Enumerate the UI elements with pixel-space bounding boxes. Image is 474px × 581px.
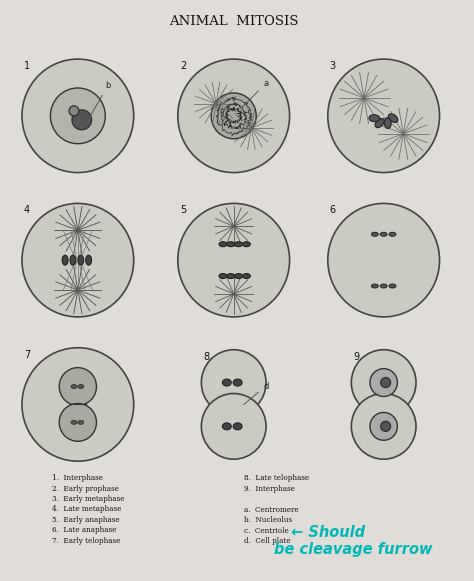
Circle shape — [201, 350, 266, 415]
Ellipse shape — [233, 423, 242, 430]
Ellipse shape — [375, 119, 384, 128]
Circle shape — [59, 403, 97, 442]
Ellipse shape — [372, 232, 378, 236]
Ellipse shape — [222, 379, 231, 386]
Circle shape — [69, 106, 79, 116]
Text: b.  Nucleolus: b. Nucleolus — [245, 517, 292, 525]
Ellipse shape — [243, 242, 250, 247]
Text: 3: 3 — [330, 61, 336, 71]
Text: 7.  Early telophase: 7. Early telophase — [52, 537, 121, 545]
Text: 4: 4 — [24, 206, 30, 216]
Ellipse shape — [243, 274, 250, 278]
Text: a: a — [242, 79, 268, 108]
Ellipse shape — [62, 255, 68, 265]
Text: 1.  Interphase: 1. Interphase — [52, 474, 103, 482]
Circle shape — [370, 413, 397, 440]
Circle shape — [22, 203, 134, 317]
Ellipse shape — [71, 385, 77, 389]
Ellipse shape — [78, 421, 84, 424]
Text: 3.  Early metaphase: 3. Early metaphase — [52, 495, 125, 503]
Circle shape — [22, 347, 134, 461]
Ellipse shape — [389, 232, 396, 236]
Ellipse shape — [372, 284, 378, 288]
Ellipse shape — [78, 255, 84, 265]
Ellipse shape — [86, 255, 91, 265]
Ellipse shape — [219, 242, 227, 247]
Text: 8: 8 — [203, 352, 210, 362]
Text: 1: 1 — [24, 61, 30, 71]
Text: 2: 2 — [180, 61, 186, 71]
Ellipse shape — [388, 114, 398, 123]
Ellipse shape — [380, 284, 387, 288]
Circle shape — [370, 368, 397, 396]
Text: 6.  Late anaphase: 6. Late anaphase — [52, 526, 117, 535]
Circle shape — [178, 203, 290, 317]
Ellipse shape — [369, 114, 380, 121]
Text: 8.  Late telophase: 8. Late telophase — [245, 474, 310, 482]
Text: 9.  Interphase: 9. Interphase — [245, 485, 295, 493]
Text: a.  Centromere: a. Centromere — [245, 506, 299, 514]
Circle shape — [351, 350, 416, 415]
Circle shape — [328, 203, 439, 317]
Ellipse shape — [227, 274, 235, 278]
Circle shape — [72, 110, 91, 130]
Ellipse shape — [71, 421, 77, 424]
Text: 9: 9 — [353, 352, 359, 362]
Circle shape — [201, 393, 266, 459]
Circle shape — [50, 88, 105, 144]
Text: 6: 6 — [330, 206, 336, 216]
Text: ← Should: ← Should — [291, 525, 365, 540]
Circle shape — [328, 59, 439, 173]
Text: c.  Centriole: c. Centriole — [245, 527, 289, 535]
Ellipse shape — [235, 274, 243, 278]
Circle shape — [178, 59, 290, 173]
Text: 4.  Late metaphase: 4. Late metaphase — [52, 505, 122, 514]
Circle shape — [59, 368, 97, 406]
Text: d: d — [244, 382, 268, 404]
Circle shape — [381, 378, 391, 388]
Text: be cleavage furrow: be cleavage furrow — [274, 542, 432, 557]
Ellipse shape — [380, 232, 387, 236]
Ellipse shape — [227, 242, 235, 247]
Ellipse shape — [235, 242, 243, 247]
Text: 7: 7 — [24, 350, 30, 360]
Ellipse shape — [222, 423, 231, 430]
Text: b: b — [87, 81, 110, 121]
Circle shape — [381, 421, 391, 431]
Ellipse shape — [219, 274, 227, 278]
Text: d.  Cell plate: d. Cell plate — [245, 537, 291, 546]
Ellipse shape — [384, 117, 391, 128]
Text: 5: 5 — [180, 206, 186, 216]
Text: 5.  Early anaphase: 5. Early anaphase — [52, 516, 120, 524]
Ellipse shape — [233, 379, 242, 386]
Ellipse shape — [70, 255, 76, 265]
Text: ANIMAL  MITOSIS: ANIMAL MITOSIS — [169, 15, 299, 28]
Circle shape — [22, 59, 134, 173]
Circle shape — [351, 393, 416, 459]
Circle shape — [211, 93, 256, 139]
Text: 2.  Early prophase: 2. Early prophase — [52, 485, 119, 493]
Ellipse shape — [78, 385, 84, 389]
Ellipse shape — [389, 284, 396, 288]
